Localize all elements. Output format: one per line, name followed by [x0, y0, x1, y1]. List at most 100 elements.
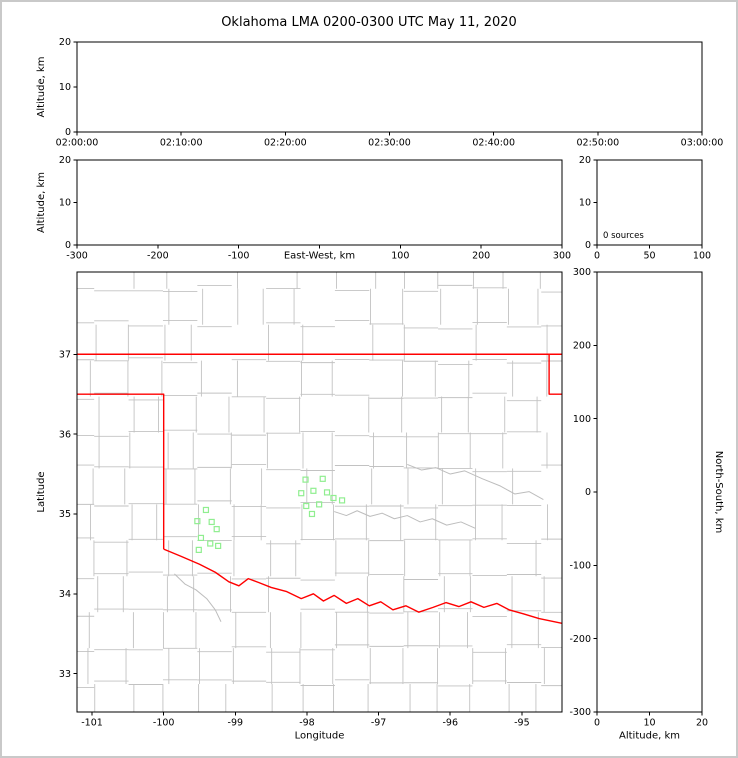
x-axis-label: Longitude	[295, 731, 345, 742]
x-tick-label: 02:30:00	[368, 138, 411, 149]
y-tick-label: 20	[579, 155, 591, 166]
panel-ew_height: -300 -200 -100 100 200 300 0 10 20 East-West, km A…	[36, 155, 571, 261]
x-tick-label: 50	[643, 251, 655, 262]
y-tick-label: 300	[573, 267, 591, 278]
x-tick-label: -100	[153, 718, 175, 729]
y-tick-label: 33	[59, 669, 71, 680]
tick-marks	[593, 271, 703, 716]
x-tick-label: 0	[594, 251, 600, 262]
x-tick-label: 02:40:00	[472, 138, 515, 149]
y-tick-label: 100	[573, 414, 591, 425]
panel-ns_height: 0 10 20 -300 -200 -100 0 100 200 300 Altitude, km N…	[569, 267, 724, 741]
x-tick-label: 0	[594, 718, 600, 729]
x-tick-label: 02:00:00	[56, 138, 99, 149]
y-axis-label: Altitude, km	[36, 172, 47, 233]
y-tick-label: 37	[59, 349, 71, 360]
tick-labels: -101 -100 -99 -98 -97 -96 -95 33 34 35 36 37	[59, 349, 530, 728]
lma-station-marker	[207, 540, 214, 547]
lma-station-marker	[303, 502, 310, 510]
x-tick-label: 02:20:00	[264, 138, 307, 149]
x-tick-label: -200	[147, 251, 169, 262]
lma-station-marker	[298, 490, 305, 497]
x-tick-label: -99	[228, 718, 244, 729]
station-markers	[194, 475, 346, 553]
axes-frame	[76, 41, 703, 133]
y-tick-label: 34	[59, 589, 71, 600]
lma-station-marker	[195, 546, 202, 553]
tick-marks	[593, 159, 703, 249]
y-tick-label: 20	[59, 155, 71, 166]
x-tick-label: -97	[371, 718, 387, 729]
tick-labels: 0 10 20 -300 -200 -100 0 100 200 300	[569, 267, 708, 728]
lma-station-marker	[215, 542, 222, 550]
tick-marks	[73, 41, 703, 136]
y-tick-label: -300	[569, 707, 591, 718]
y-tick-label: 0	[585, 487, 591, 498]
x-tick-label: -100	[228, 251, 250, 262]
panel-time_height: 02:00:00 02:10:00 02:20:00 02:30:00 02:40:00…	[36, 37, 723, 148]
y-axis-label: Latitude	[36, 471, 47, 512]
lma-station-marker	[323, 489, 331, 496]
y-tick-label: 10	[59, 82, 71, 93]
x-axis-label: East-West, km	[284, 251, 355, 262]
y-tick-label: -200	[569, 634, 591, 645]
state-boundary	[77, 353, 562, 625]
x-tick-label: 10	[643, 718, 655, 729]
x-tick-label: 100	[693, 251, 711, 262]
x-axis-label: Altitude, km	[619, 731, 680, 742]
x-tick-label: 02:10:00	[160, 138, 203, 149]
lma-station-marker	[316, 501, 323, 508]
county-boundaries	[77, 272, 562, 712]
y-tick-label: 10	[59, 198, 71, 209]
source-count-annotation: 0 sources	[603, 231, 644, 241]
lma-station-marker	[197, 534, 205, 542]
tick-labels: 02:00:00 02:10:00 02:20:00 02:30:00 02:40:00…	[56, 37, 724, 148]
y-axis-label: Altitude, km	[36, 57, 47, 118]
tick-labels: -300 -200 -100 100 200 300 0 10 20	[59, 155, 571, 261]
lma-station-marker	[310, 487, 317, 494]
axes-frame	[76, 159, 563, 246]
x-tick-label: 02:50:00	[576, 138, 619, 149]
lma-station-marker	[302, 476, 309, 483]
figure-title: Oklahoma LMA 0200-0300 UTC May 11, 2020	[221, 15, 517, 30]
x-tick-label: 100	[391, 251, 409, 262]
x-tick-label: 200	[472, 251, 490, 262]
lma-station-marker	[208, 518, 215, 526]
y-tick-label: 36	[59, 429, 71, 440]
lma-station-marker	[308, 510, 316, 518]
x-tick-label: 20	[696, 718, 708, 729]
y-tick-label: 20	[59, 37, 71, 48]
lma-station-marker	[202, 506, 210, 514]
y-tick-label: 200	[573, 341, 591, 352]
lma-station-marker	[213, 526, 220, 533]
x-tick-label: 300	[553, 251, 571, 262]
y-tick-label: 35	[59, 509, 71, 520]
y-tick-label: -100	[569, 561, 591, 572]
map-content	[77, 272, 562, 712]
lma-station-marker	[330, 494, 337, 502]
y-tick-label: 0	[585, 240, 591, 251]
axes-frame	[596, 271, 703, 713]
lma-station-marker	[194, 518, 201, 525]
tick-marks	[73, 159, 563, 249]
y-tick-label: 10	[579, 198, 591, 209]
axes-frame	[76, 271, 563, 713]
river-lines	[174, 463, 544, 622]
panel-plan_map: -101 -100 -99 -98 -97 -96 -95 33 34 35 36 37 Longitu…	[36, 271, 563, 742]
tick-labels: 0 50 100 0 10 20	[579, 155, 711, 261]
x-tick-label: -96	[442, 718, 458, 729]
x-tick-label: -300	[66, 251, 88, 262]
y-axis-label-right: North-South, km	[713, 451, 724, 534]
tick-marks	[73, 353, 523, 716]
x-tick-label: -98	[299, 718, 315, 729]
lma-station-marker	[338, 497, 346, 504]
x-tick-label: -95	[514, 718, 530, 729]
y-tick-label: 0	[65, 240, 71, 251]
x-tick-label: 03:00:00	[681, 138, 724, 149]
y-tick-label: 0	[65, 127, 71, 138]
x-tick-label: -101	[81, 718, 103, 729]
panel-alt_histogram: 0 50 100 0 10 20 0 sources	[579, 155, 711, 261]
lma-station-marker	[319, 475, 326, 482]
